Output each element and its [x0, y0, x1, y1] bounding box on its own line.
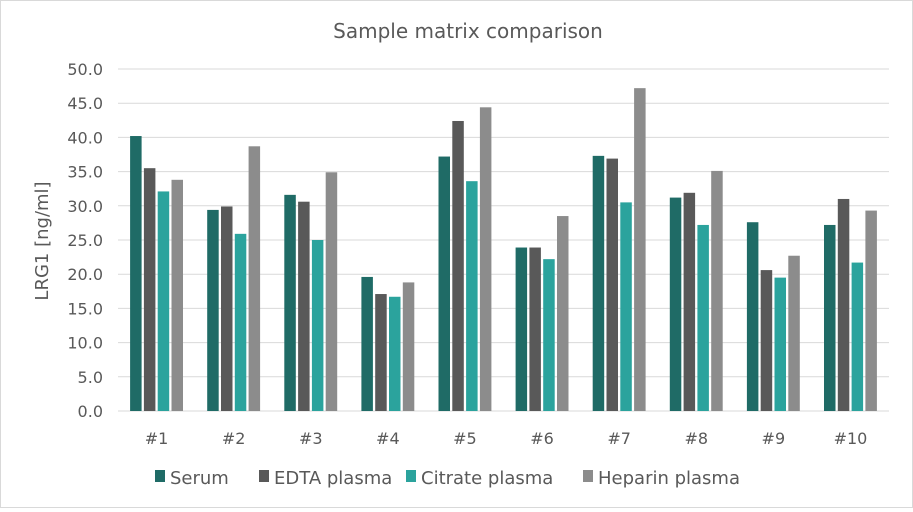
x-tick-label: #6 [530, 429, 554, 448]
y-tick-label: 5.0 [78, 368, 103, 387]
x-tick-label: #7 [607, 429, 631, 448]
y-tick-label: 50.0 [67, 60, 103, 79]
bar [865, 210, 877, 411]
bar [361, 276, 373, 411]
bar [711, 170, 723, 411]
bar [529, 247, 541, 411]
bar [171, 179, 183, 411]
legend-swatch [406, 470, 416, 482]
bar [466, 181, 478, 411]
bar [620, 202, 632, 411]
bar [402, 282, 415, 411]
x-tick-label: #9 [762, 429, 786, 448]
legend-label: Serum [170, 468, 229, 489]
bar [248, 146, 261, 412]
bar [298, 201, 310, 411]
y-tick-label: 25.0 [67, 231, 103, 250]
y-axis-label: LRG1 [ng/ml] [32, 181, 53, 300]
bar [515, 247, 528, 411]
x-tick-label: #4 [376, 429, 400, 448]
bar [438, 156, 450, 411]
bar [592, 155, 605, 411]
y-tick-label: 20.0 [67, 265, 103, 284]
y-tick-label: 0.0 [78, 402, 103, 421]
bar [837, 198, 850, 411]
bar [221, 206, 233, 411]
bar [325, 172, 338, 411]
x-tick-label: #8 [684, 429, 708, 448]
y-tick-label: 30.0 [67, 197, 103, 216]
bar [788, 255, 800, 411]
bar [683, 192, 696, 411]
x-tick-label: #2 [222, 429, 246, 448]
bar [157, 191, 170, 411]
bars [130, 88, 877, 412]
bar [207, 209, 219, 411]
bar [634, 88, 646, 411]
legend-swatch [583, 470, 593, 482]
bar [851, 262, 864, 411]
x-tick-label: #3 [299, 429, 323, 448]
legend-swatch [259, 470, 269, 482]
bar [234, 233, 247, 411]
bar [760, 270, 773, 411]
y-tick-label: 45.0 [67, 94, 103, 113]
legend-label: Heparin plasma [598, 468, 740, 489]
bar [389, 296, 401, 411]
y-tick-label: 10.0 [67, 334, 103, 353]
legend: Serum EDTA plasma Citrate plasma Heparin pl… [155, 468, 740, 489]
gridlines [118, 68, 889, 412]
legend-swatch [155, 470, 165, 482]
bar [606, 158, 618, 411]
bar [774, 277, 786, 411]
bar [143, 168, 156, 411]
bar [543, 259, 555, 411]
x-axis-ticks: #1 #2 #3 #4 #5 #6 #7 #8 #9 #10 [145, 429, 868, 448]
x-tick-label: #1 [145, 429, 169, 448]
y-tick-label: 40.0 [67, 128, 103, 147]
bar [557, 216, 569, 411]
bar [824, 224, 836, 411]
x-tick-label: #10 [834, 429, 868, 448]
bar [375, 294, 387, 411]
bar [697, 224, 709, 411]
y-axis-ticks: 0.0 5.0 10.0 15.0 20.0 25.0 30.0 35.0 40.0 45.0 50… [67, 60, 103, 421]
bar [452, 120, 464, 411]
bar [311, 240, 324, 411]
x-tick-label: #5 [453, 429, 477, 448]
bar [130, 136, 142, 412]
bar [284, 194, 296, 411]
y-tick-label: 35.0 [67, 163, 103, 182]
bar [746, 222, 759, 411]
legend-label: Citrate plasma [421, 468, 553, 489]
chart-title: Sample matrix comparison [333, 19, 603, 43]
legend-label: EDTA plasma [274, 468, 392, 489]
bar [479, 107, 492, 411]
bar [669, 197, 682, 411]
y-tick-label: 15.0 [67, 299, 103, 318]
